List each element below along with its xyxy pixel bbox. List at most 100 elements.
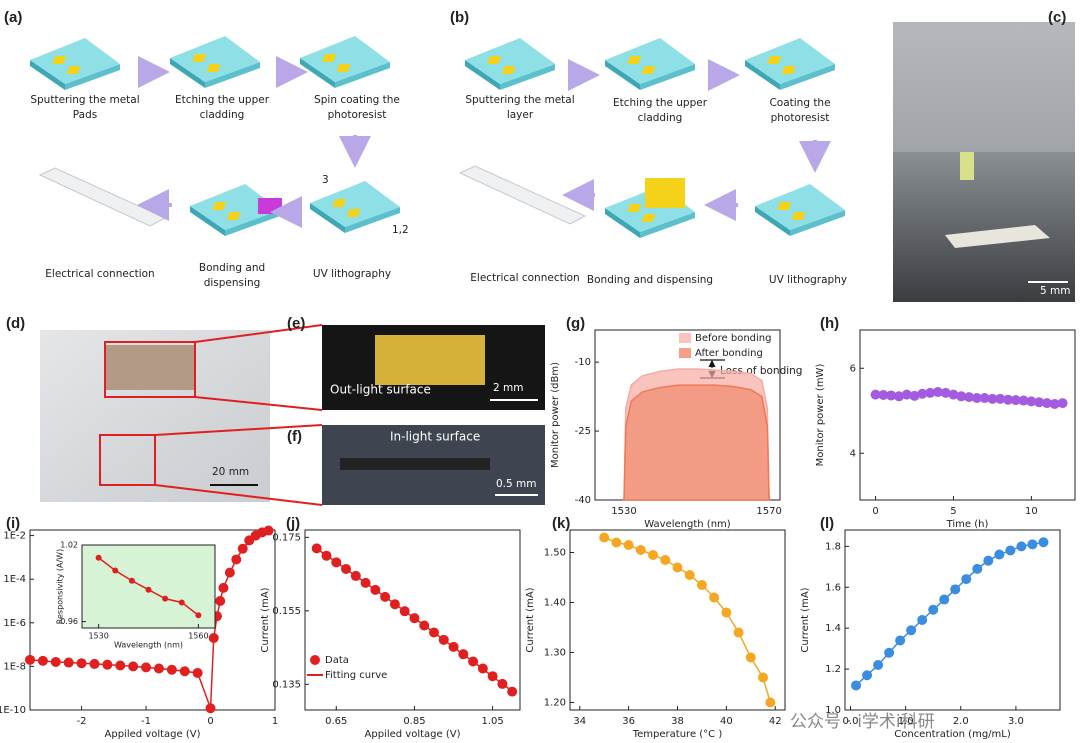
bonded-chip [645,178,685,208]
y-axis-label: Current (mA) [800,587,811,652]
marker [917,615,928,625]
tile [310,181,400,227]
y-tick-label: 1.50 [544,548,566,559]
marker [1034,397,1045,408]
marker [162,595,169,602]
panel-label: (i) [6,515,20,532]
marker [1003,394,1014,405]
tile [30,38,120,84]
marker [994,549,1005,560]
marker [128,661,139,672]
tile-side [335,62,390,88]
pad [641,66,656,74]
tile-side [205,62,260,88]
line [316,548,513,692]
tile [300,36,390,82]
step-caption: Etching the upper [613,97,708,109]
pad [641,214,656,222]
tile-side [170,58,205,88]
marker [179,666,190,677]
y-tick-label: 1.20 [544,698,566,709]
x-tick-label: 36 [622,716,635,727]
y-axis-label: Current (mA) [260,587,271,652]
panel-label: (b) [450,9,469,26]
legend-swatch [679,333,691,343]
line [855,541,1044,687]
pad [501,66,516,74]
x-tick-label: 1.05 [482,716,504,727]
marker [623,540,634,550]
marker [205,703,216,714]
marker [972,563,983,574]
step-caption: photoresist [328,109,387,121]
marker [745,652,756,663]
x-tick-label: 40 [720,716,733,727]
marker [224,567,235,578]
y-axis-label: Responsivity (A/W) [56,549,65,624]
marker [1038,537,1049,548]
tile [745,38,835,84]
x-tick-label: 1530 [611,506,636,517]
photo-c-chip [945,225,1050,248]
step-caption: cladding [200,109,245,121]
pad [781,66,796,74]
y-tick-label: -10 [575,357,591,368]
tile [605,38,695,84]
marker [1005,545,1016,556]
marker [1049,398,1060,409]
x-tick-label: 3.0 [1008,716,1024,727]
x-tick-label: 5 [950,506,956,517]
panel-label: (h) [820,315,839,332]
step-caption: Sputtering the metal [30,94,139,106]
y-tick-label: 1.6 [825,582,841,593]
marker [1026,396,1037,407]
slide [458,165,587,225]
marker [925,387,936,398]
x-tick-label: -2 [77,716,87,727]
marker [987,393,998,404]
slide [38,167,167,227]
pad [777,202,792,210]
tile-side [345,207,400,233]
x-axis-label: Concentration (mg/mL) [894,729,1011,740]
marker [635,545,646,555]
photo-c-block [893,22,1075,152]
panel-label: (a) [4,9,22,26]
step-caption: Spin coating the [314,94,400,106]
line [603,536,772,703]
tile-side [605,208,640,238]
panel-label: (j) [286,515,300,532]
legend-swatch [310,655,320,665]
zoom-line [154,484,323,506]
y-tick-label: 6 [850,363,856,374]
zoom-line [154,424,323,436]
panel-label: (d) [6,315,25,332]
scale-label: 5 mm [1040,285,1070,297]
plot-area [81,544,216,629]
marker [873,660,884,670]
y-axis-label: Current (mA) [525,587,536,652]
y-tick-label: 1.0 [825,705,841,716]
y-axis-label: Monitor power (mW) [815,364,826,467]
marker [89,658,100,669]
x-tick-label: 42 [769,716,782,727]
zoom-box [104,341,196,398]
step-caption: UV lithography [769,274,847,286]
tile-side [790,210,845,236]
marker [956,391,967,402]
legend-label: Data [325,655,349,666]
x-tick-label: 0.0 [843,716,859,727]
step-caption: Sputtering the metal [465,94,574,106]
pad [336,64,351,72]
tile-side [310,203,345,233]
y-tick-label: 1.8 [825,541,841,552]
diagram-label: 3 [322,174,329,186]
y-tick-label: -25 [575,426,591,437]
marker [909,390,920,401]
x-tick-label: 34 [573,716,586,727]
step-caption: UV lithography [313,268,391,280]
tile-side [755,206,790,236]
scale-label: 20 mm [212,466,249,478]
marker [928,604,939,615]
scale-label: 0.5 mm [496,478,537,490]
